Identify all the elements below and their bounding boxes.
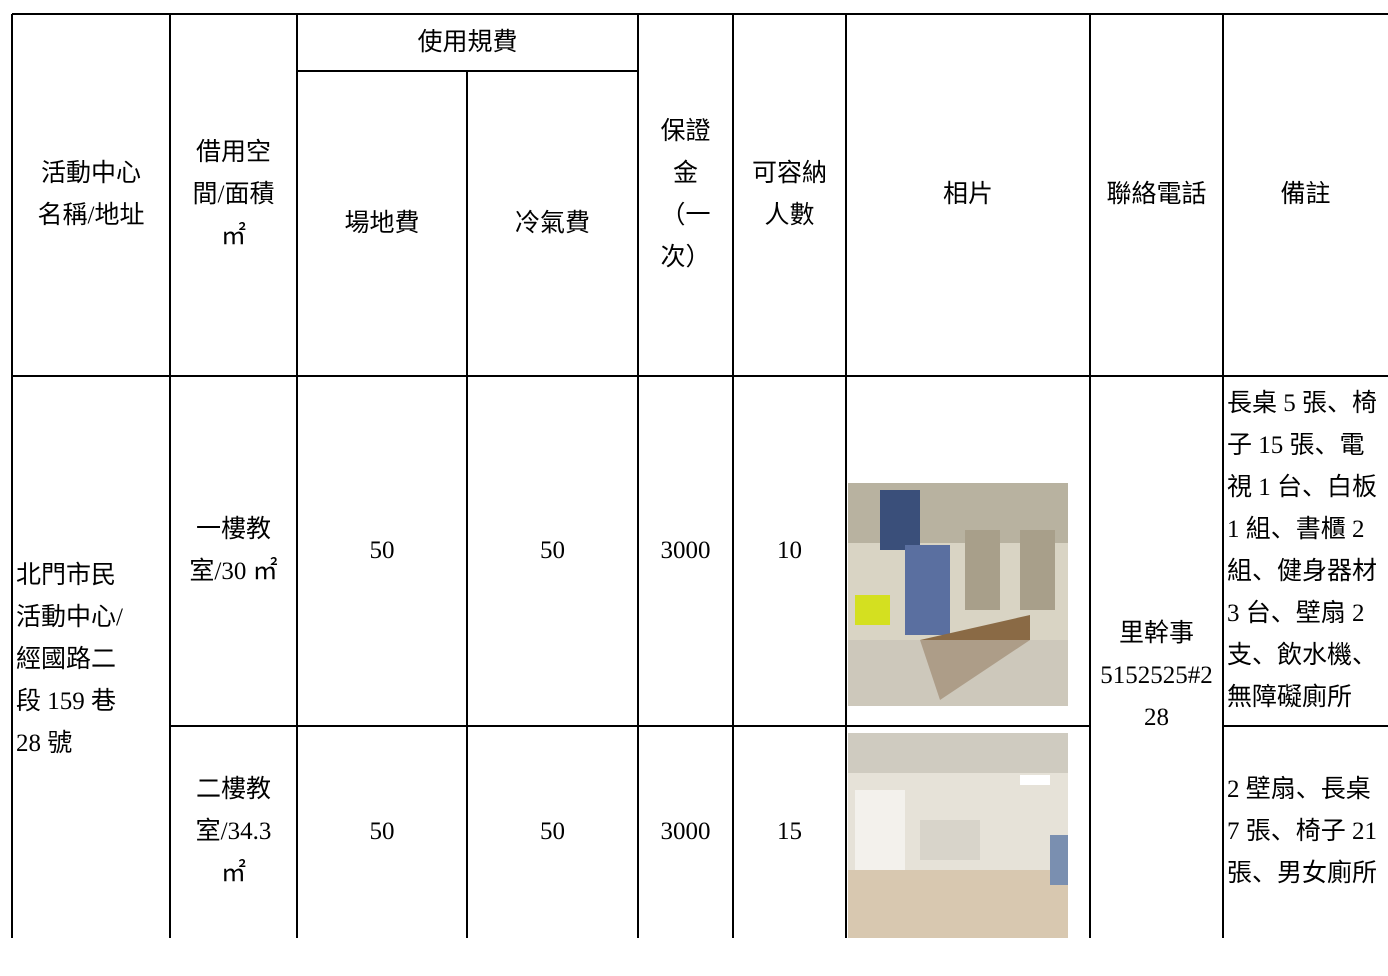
fee-group-header: 使用規費 — [297, 14, 638, 71]
text-line: 50 — [540, 818, 565, 845]
text-line: 10 — [777, 537, 802, 564]
text-line: 28 號 — [16, 730, 73, 757]
text-line: 次） — [660, 244, 711, 271]
text-line: 活動中心 — [40, 160, 141, 187]
ac-fee: 50 — [467, 726, 638, 938]
text-line: 張、男女廁所 — [1227, 860, 1378, 887]
venue-fee: 50 — [297, 726, 467, 938]
text-line: 聯絡電話 — [1106, 181, 1207, 208]
contact: 里幹事 5152525#2 28 — [1090, 376, 1223, 976]
column-header: 相片 — [846, 14, 1090, 376]
text-line: ㎡ — [220, 860, 246, 887]
text-line: 名稱/地址 — [37, 202, 145, 229]
remarks: 長桌 5 張、椅子 15 張、電視 1 台、白板 1 組、書櫃 2 組、健身器材 3 … — [1223, 376, 1388, 726]
text-line: 保證 — [660, 118, 711, 145]
deposit: 3000 — [638, 376, 733, 726]
ac-fee: 50 — [467, 376, 638, 726]
deposit: 3000 — [638, 726, 733, 938]
text-line: 北門市民 — [16, 562, 117, 589]
capacity: 10 — [733, 376, 846, 726]
text-line: 3000 — [660, 537, 711, 564]
text-line: 二樓教 — [195, 776, 271, 803]
table-grid — [11, 13, 1388, 938]
text-line: 經國路二 — [16, 646, 117, 673]
photo-2 — [848, 733, 1068, 938]
text-line: 間/面積 — [192, 181, 275, 208]
text-line: 無障礙廁所 — [1227, 684, 1353, 711]
text-line: 50 — [369, 818, 395, 845]
text-line: 15 — [777, 818, 802, 845]
text-line: 使用規費 — [417, 28, 518, 56]
text-line: 活動中心/ — [16, 604, 123, 631]
column-header: 冷氣費 — [467, 71, 638, 376]
text-line: 長桌 5 張、椅 — [1227, 390, 1378, 417]
text-line: （一 — [660, 202, 711, 229]
text-line: 冷氣費 — [514, 209, 590, 237]
text-line: ㎡ — [220, 223, 246, 250]
space: 二樓教室/34.3 ㎡ — [170, 726, 297, 938]
column-header: 場地費 — [297, 71, 467, 376]
text-line: 人數 — [764, 202, 815, 229]
text-line: 組、健身器材 — [1227, 558, 1378, 585]
column-header: 備註 — [1223, 14, 1388, 376]
venue-fee: 50 — [297, 376, 467, 726]
text-line: 借用空 — [195, 139, 271, 166]
remarks: 2 壁扇、長桌 7 張、椅子 21 張、男女廁所 — [1223, 726, 1388, 938]
text-line: 3 台、壁扇 2 — [1227, 600, 1365, 627]
text-line: 3000 — [660, 818, 711, 845]
column-header: 聯絡電話 — [1090, 14, 1223, 376]
text-line: 子 15 張、電 — [1227, 432, 1365, 459]
photo-1 — [848, 483, 1068, 706]
text-line: 場地費 — [344, 209, 420, 237]
text-line: 28 — [1144, 704, 1169, 731]
text-line: 7 張、椅子 21 — [1227, 818, 1378, 845]
text-line: 50 — [540, 537, 565, 564]
text-line: 可容納 — [751, 160, 827, 187]
text-line: 室/30 ㎡ — [189, 558, 278, 585]
column-header: 活動中心名稱/地址 — [12, 14, 170, 376]
text-line: 5152525#2 — [1100, 662, 1213, 689]
text-line: 金 — [672, 160, 698, 187]
text-line: 50 — [369, 537, 395, 564]
text-line: 2 壁扇、長桌 — [1227, 776, 1371, 803]
text-line: 相片 — [942, 181, 993, 208]
text-line: 里幹事 — [1118, 620, 1194, 647]
text-line: 一樓教 — [195, 516, 271, 543]
text-line: 備註 — [1280, 181, 1331, 208]
capacity: 15 — [733, 726, 846, 938]
space: 一樓教室/30 ㎡ — [170, 376, 297, 726]
horizontal-rules — [12, 13, 1388, 727]
column-header: 保證金 （一次） — [638, 14, 733, 376]
text-line: 室/34.3 — [195, 818, 272, 845]
column-header: 可容納 人數 — [733, 14, 846, 376]
text-line: 視 1 台、白板 — [1227, 474, 1378, 501]
text-line: 段 159 巷 — [16, 688, 117, 715]
center-name: 北門市民活動中心/經國路二段 159 巷 28 號 — [12, 555, 170, 785]
text-line: 支、飲水機、 — [1227, 642, 1378, 669]
text-line: 1 組、書櫃 2 — [1227, 516, 1365, 543]
vertical-rules — [11, 14, 1224, 938]
